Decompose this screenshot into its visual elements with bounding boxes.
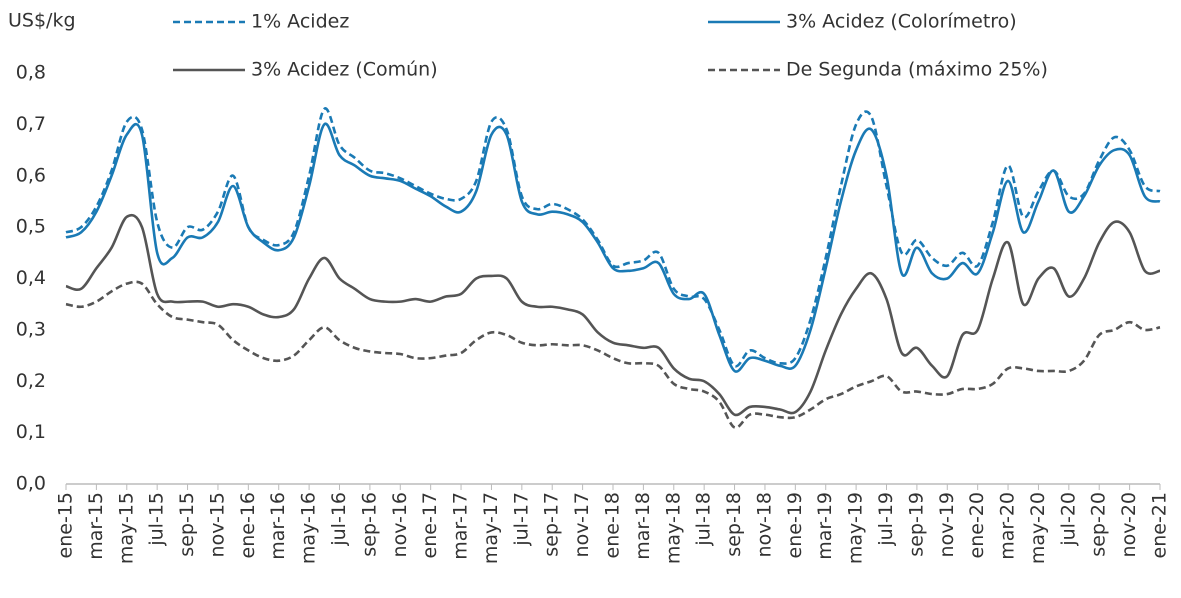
x-tick-label: jul-19 [875,492,897,547]
legend-label: 1% Acidez [251,11,349,33]
x-tick-label: sep-20 [1088,492,1110,557]
series-line [65,107,1161,368]
x-tick-label: nov-19 [936,492,958,557]
x-tick-label: may-18 [662,492,684,564]
x-tick-label: jul-17 [510,492,532,547]
x-tick-label: ene-17 [419,492,441,558]
x-tick-label: sep-19 [905,492,927,557]
y-tick-label: 0,4 [16,267,46,289]
x-tick-label: may-17 [480,492,502,564]
x-tick-label: mar-15 [85,492,107,560]
y-tick-label: 0,6 [16,164,46,186]
x-tick-label: jul-20 [1057,492,1079,547]
x-tick-label: sep-18 [723,492,745,557]
legend-label: De Segunda (máximo 25%) [786,59,1048,81]
x-tick-label: nov-20 [1118,492,1140,557]
y-tick-label: 0,8 [16,62,46,84]
x-tick-label: may-16 [298,492,320,564]
x-tick-label: ene-16 [237,492,259,558]
y-axis-label: US$/kg [8,10,76,32]
y-tick-label: 0,2 [16,370,46,392]
x-tick-label: ene-18 [602,492,624,558]
y-tick-label: 0,3 [16,318,46,340]
x-tick-label: may-15 [115,492,137,564]
x-tick-label: may-20 [1027,492,1049,564]
y-tick-label: 0,1 [16,421,46,443]
x-tick-label: sep-17 [541,492,563,557]
x-tick-label: mar-20 [997,492,1019,560]
x-tick-label: nov-16 [389,492,411,557]
x-tick-label: ene-15 [55,492,77,558]
series-line [65,122,1161,373]
x-tick-label: nov-15 [206,492,228,557]
x-tick-label: may-19 [845,492,867,564]
y-tick-label: 0,0 [16,473,46,495]
x-tick-label: ene-19 [784,492,806,558]
series-line [65,213,1161,417]
x-tick-label: nov-18 [753,492,775,557]
x-tick-label: jul-15 [146,492,168,547]
legend-label: 3% Acidez (Colorímetro) [786,11,1017,33]
x-tick-label: jul-18 [693,492,715,547]
legend-label: 3% Acidez (Común) [251,59,438,81]
x-tick-label: jul-16 [328,492,350,547]
x-tick-label: mar-19 [814,492,836,560]
x-tick-label: nov-17 [571,492,593,557]
y-tick-label: 0,5 [16,216,46,238]
x-tick-label: sep-16 [358,492,380,557]
x-tick-label: ene-21 [1149,492,1171,558]
x-tick-label: mar-18 [632,492,654,560]
y-tick-label: 0,7 [16,113,46,135]
x-tick-label: mar-17 [450,492,472,560]
series-line [65,280,1161,429]
x-tick-label: mar-16 [267,492,289,560]
x-tick-label: sep-15 [176,492,198,557]
x-tick-label: ene-20 [966,492,988,558]
